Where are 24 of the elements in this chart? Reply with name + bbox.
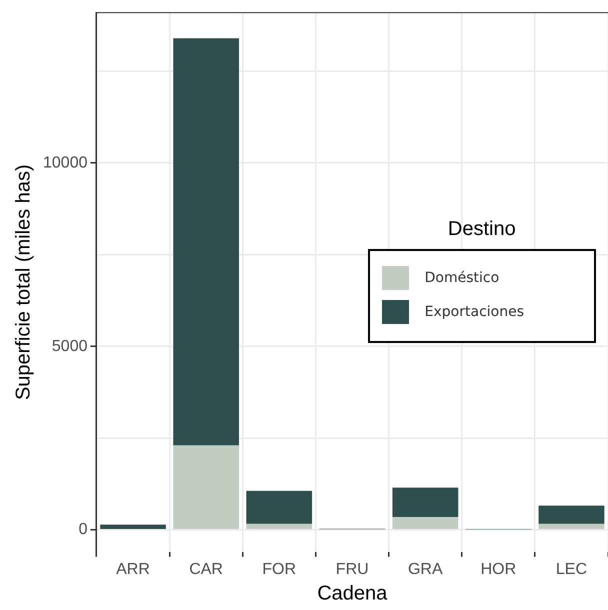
x-tick-label: GRA [408, 560, 443, 578]
legend-title: Destino [446, 218, 517, 241]
bar [538, 506, 604, 524]
y-tick-label: 10000 [42, 154, 88, 172]
x-tick-label: HOR [480, 560, 516, 578]
bar [392, 488, 458, 517]
x-tick-label: ARR [116, 560, 150, 578]
bar [173, 445, 239, 530]
x-tick-label: FRU [336, 560, 369, 578]
bar [100, 524, 166, 530]
bar [246, 524, 312, 530]
x-tick-label: LEC [556, 560, 588, 578]
legend-label: Doméstico [424, 270, 500, 286]
x-tick-label: CAR [189, 560, 223, 578]
bar [246, 490, 312, 524]
y-tick-label: 0 [78, 521, 88, 538]
bar [538, 524, 604, 530]
bar [173, 38, 239, 446]
x-axis-title: Cadena [317, 582, 388, 605]
bar [392, 516, 458, 530]
y-tick-label: 5000 [52, 338, 88, 355]
legend-label: Exportaciones [424, 304, 524, 320]
y-axis-title: Superficie total (miles has) [12, 164, 35, 400]
x-tick-label: FOR [262, 560, 296, 578]
